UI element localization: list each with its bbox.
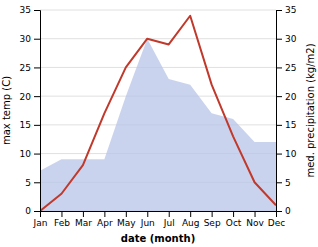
tick-label: Nov [246,218,264,228]
tick: 35 [276,5,296,15]
tick-label: 0 [25,206,31,216]
tick: 5 [25,178,40,188]
tick: Jan [33,211,48,228]
tick-mark [34,96,40,97]
tick-label: 25 [20,63,31,73]
tick: Apr [97,211,113,228]
tick-label: 10 [20,149,32,159]
tick-label: 15 [20,120,31,130]
grid-line [40,38,276,39]
tick-label: 15 [285,120,296,130]
tick: 30 [276,34,297,44]
x-axis: Jan Feb Mar Apr May Jun Jul Aug Sep Oct Nov Dec [33,211,286,228]
tick-label: 5 [285,178,291,188]
tick-label: 20 [285,92,297,102]
tick-label: Jan [33,218,48,228]
tick-mark [276,39,282,40]
grid-line [40,10,276,11]
tick-mark [276,67,282,68]
tick-mark [190,211,191,217]
tick-label: Oct [226,218,242,228]
tick: 15 [20,120,40,130]
tick-mark [83,211,84,217]
tick-label: 30 [285,34,297,44]
tick-label: Aug [182,218,200,228]
tick-mark [34,154,40,155]
tick-mark [276,154,282,155]
tick-mark [34,10,40,11]
tick: 0 [276,206,291,216]
tick-mark [126,211,127,217]
tick: Aug [182,211,200,228]
tick: 10 [20,149,40,159]
y2-axis: 0 5 10 15 20 25 30 35 [276,5,297,216]
tick: Dec [268,211,285,228]
y-axis: 0 5 10 15 20 25 30 35 [20,5,41,216]
tick: Mar [75,211,92,228]
tick-mark [276,10,282,11]
tick: 20 [20,92,40,102]
tick: 20 [276,92,297,102]
tick-label: 10 [285,149,297,159]
line [40,16,276,211]
axis-line [41,212,277,218]
chart: JanFebMarAprMayJunJulAugSepOctNovDec0510… [0,0,318,247]
y2-axis-title: med. precipitation (kg/m2) [305,43,316,177]
tick-mark [233,211,234,217]
tick-mark [34,182,40,183]
tick-label: Feb [54,218,70,228]
tick-mark [276,182,282,183]
tick: 25 [20,63,40,73]
axis-line [34,11,41,212]
tick: Feb [54,211,70,228]
axis-line [277,11,283,212]
tick-label: Jun [140,218,155,228]
tick-label: 5 [25,178,31,188]
tick: 10 [276,149,297,159]
tick-label: 20 [20,92,32,102]
tick: Jun [140,211,155,228]
tick-mark [147,211,148,217]
tick-mark [276,96,282,97]
tick: 35 [20,5,40,15]
tick-mark [61,211,62,217]
tick: Oct [226,211,242,228]
tick-label: May [117,218,136,228]
tick-label: 0 [285,206,291,216]
tick-label: 25 [285,63,296,73]
tick: Nov [246,211,264,228]
tick-label: 35 [20,5,31,15]
tick-mark [34,125,40,126]
tick-label: Jul [163,218,175,228]
tick-mark [212,211,213,217]
tick: Sep [204,211,221,228]
y-axis-title: max temp (C) [1,76,12,145]
tick-label: Dec [268,218,285,228]
x-axis-title: date (month) [121,233,195,244]
tick-mark [34,39,40,40]
tick: 25 [276,63,296,73]
tick-mark [169,211,170,217]
plot: JanFebMarAprMayJunJulAugSepOctNovDec0510… [1,5,316,244]
tick-mark [255,211,256,217]
tick-label: Sep [204,218,221,228]
tick-label: 30 [20,34,32,44]
tick-mark [276,211,282,212]
tick-mark [104,211,105,217]
tick: May [117,211,136,228]
marks [40,16,276,211]
tick-mark [34,211,40,212]
tick: 0 [25,206,40,216]
tick-label: 35 [285,5,296,15]
tick: 30 [20,34,40,44]
tick: Jul [163,211,175,228]
tick: 15 [276,120,296,130]
grid [40,10,276,211]
area [40,39,276,211]
tick-mark [34,67,40,68]
tick-label: Apr [97,218,113,228]
tick: 5 [276,178,291,188]
tick-label: Mar [75,218,92,228]
tick-mark [276,125,282,126]
